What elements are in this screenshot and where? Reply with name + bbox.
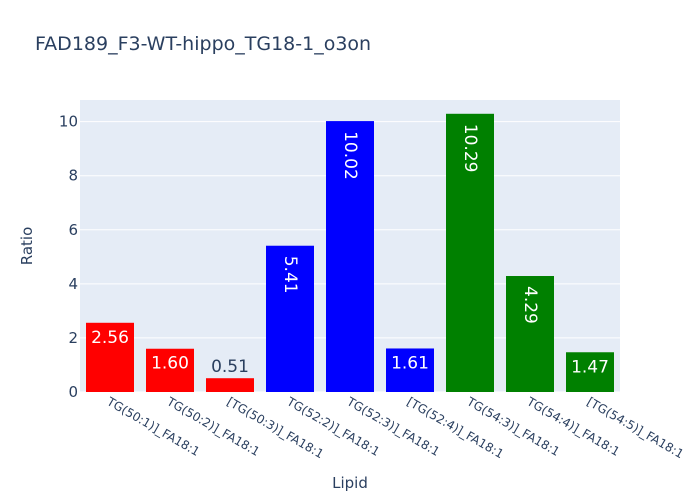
bar-value-label: 1.60 [151, 354, 189, 374]
y-tick-label: 2 [68, 329, 78, 347]
bar [206, 378, 254, 392]
bars [86, 113, 614, 393]
x-axis-title: Lipid [332, 474, 368, 492]
bar-value-label: 0.51 [211, 357, 249, 377]
bar [446, 113, 494, 393]
y-tick-label: 6 [68, 221, 78, 239]
bar-value-label: 10.29 [460, 124, 480, 173]
bar-value-label: 2.56 [91, 328, 129, 348]
bar [566, 352, 614, 392]
bar-value-label: 4.29 [520, 286, 540, 324]
bar [86, 322, 134, 392]
y-tick-label: 8 [68, 167, 78, 185]
chart-title: FAD189_F3-WT-hippo_TG18-1_o3on [35, 33, 371, 55]
bar [386, 348, 434, 392]
y-tick-label: 0 [68, 383, 78, 401]
bar [326, 121, 374, 392]
bar-value-label: 10.02 [340, 131, 360, 180]
bar [266, 245, 314, 392]
y-axis-ticks: 0 2 4 6 8 10 [59, 113, 78, 401]
bar-value-label: 1.47 [571, 357, 609, 377]
bar-value-labels: 2.56 1.60 0.51 5.41 10.02 1.61 10.29 4.29 1.47 [91, 124, 609, 377]
bar-value-label: 1.61 [391, 353, 429, 373]
bar [146, 348, 194, 392]
y-axis-title: Ratio [18, 227, 36, 266]
y-tick-label: 4 [68, 275, 78, 293]
bar-value-label: 5.41 [280, 256, 300, 294]
y-tick-label: 10 [59, 113, 78, 131]
bar [506, 276, 554, 392]
